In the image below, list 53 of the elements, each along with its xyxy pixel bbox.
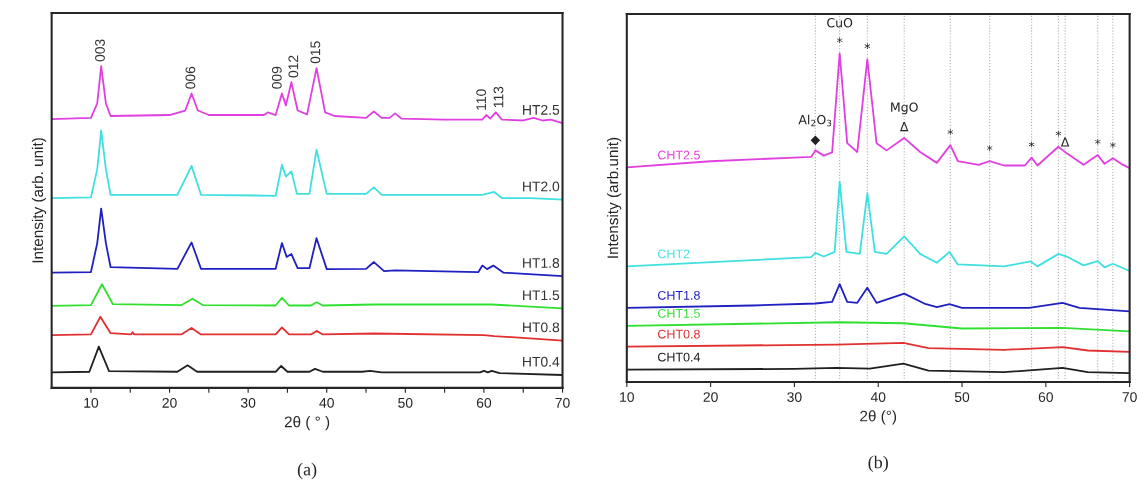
x-axis-title: 2θ (°) [860,410,897,425]
y-axis-title: Intensity (arb. unit) [31,138,47,263]
annotation: Δ [900,122,909,132]
series-label: CHT2 [658,249,690,259]
annotation: * [1055,130,1062,137]
x-tick-label: 30 [240,397,256,408]
series-label: HT1.5 [523,290,560,301]
x-tick-label: 30 [787,392,802,402]
series-label: CHT0.4 [658,352,701,362]
series-label: CHT2.5 [658,150,700,160]
text: (a) [297,462,317,480]
x-tick-label: 40 [319,397,334,408]
series-label: HT2.0 [523,181,560,192]
x-tick-label: 60 [476,397,492,408]
x-tick-label: 70 [555,397,570,408]
annotation: CuO [827,17,853,28]
annotation: 113 [493,86,504,108]
x-tick-label: 50 [954,392,970,402]
x-tick-label: 40 [870,392,886,402]
series-label: HT1.8 [523,258,560,268]
annotation: ◆ [810,135,821,146]
annotation: * [947,129,954,135]
series-label: CHT0.8 [658,329,700,339]
x-tick-label: 60 [1038,392,1054,402]
annotation: 003 [95,39,105,62]
annotation: 012 [288,55,299,78]
annotation: 006 [185,66,196,89]
annotation: MgO [891,102,918,115]
x-tick-label: 20 [703,392,718,402]
annotation: * [986,145,993,151]
annotation: Δ [1060,137,1070,147]
annotation: 015 [310,41,321,64]
series-label: HT2.5 [523,104,560,115]
series-label: HT0.8 [523,322,560,333]
x-tick-label: 50 [398,397,413,408]
text: (b) [868,455,888,473]
series-label: CHT1.8 [658,290,700,300]
annotation: * [864,43,871,50]
series-label: CHT1.5 [658,308,700,318]
series-label: HT0.4 [523,356,560,367]
x-tick-label: 10 [620,392,634,402]
x-tick-label: 10 [84,397,99,408]
y-axis-title: Intensity (arb.unit) [607,137,622,258]
annotation: * [1095,138,1101,145]
annotation: Al$_{2}$O$_{3}$ [798,114,832,127]
annotation: 110 [476,89,487,110]
annotation: * [1110,142,1116,148]
x-axis-title: 2θ ( ° ) [284,416,330,431]
x-tick-label: 70 [1122,392,1137,402]
annotation: 009 [271,66,282,89]
x-tick-label: 20 [162,397,177,408]
annotation: * [1028,141,1035,148]
annotation: * [836,37,843,44]
